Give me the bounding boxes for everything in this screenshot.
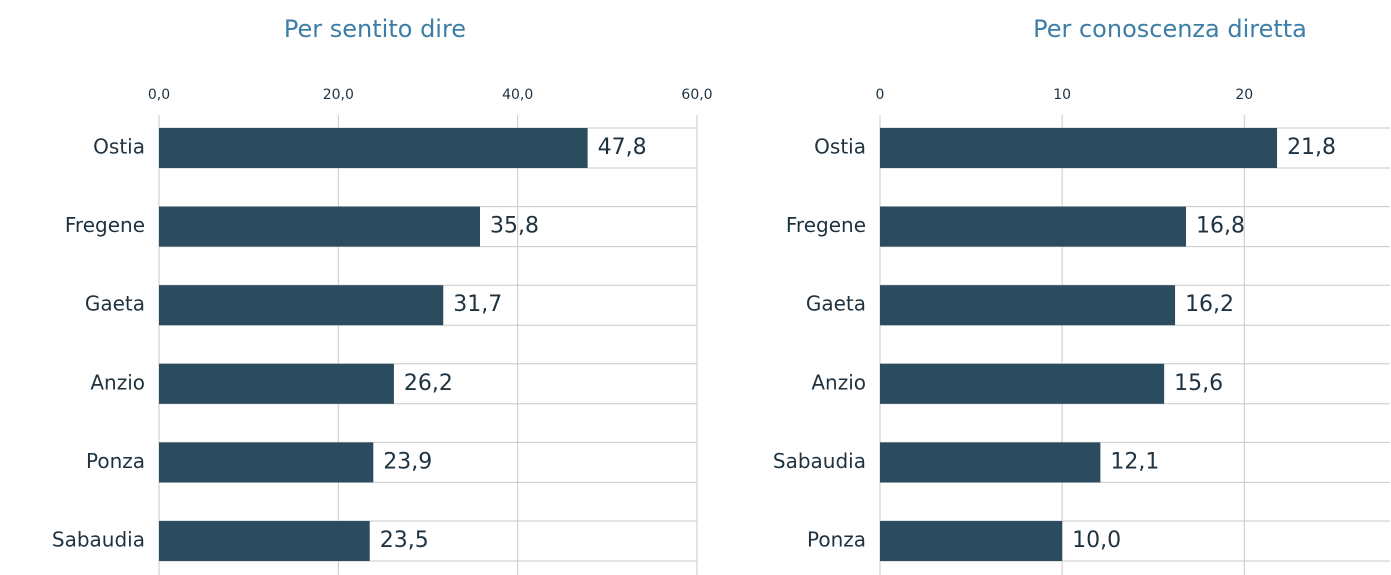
value-label: 16,8 xyxy=(1196,214,1245,239)
x-tick-label: 20 xyxy=(1235,87,1253,103)
y-tick-label: Anzio xyxy=(90,370,145,394)
y-tick-label: Anzio xyxy=(811,370,866,394)
chart-title: Per conoscenza diretta xyxy=(1033,15,1307,43)
value-label: 12,1 xyxy=(1110,449,1159,474)
y-tick-label: Ponza xyxy=(807,528,866,552)
x-tick-label: 20,0 xyxy=(323,87,354,103)
y-tick-label: Sabaudia xyxy=(52,528,145,552)
y-tick-label: Fregene xyxy=(65,213,145,237)
bar xyxy=(880,521,1063,561)
bar xyxy=(159,128,588,168)
bar xyxy=(159,206,481,247)
value-label: 21,8 xyxy=(1287,135,1336,160)
bar xyxy=(880,285,1176,326)
bar xyxy=(159,521,370,561)
bar xyxy=(159,363,394,404)
x-tick-label: 60,0 xyxy=(681,87,712,103)
y-tick-label: Ostia xyxy=(814,135,866,159)
value-label: 35,8 xyxy=(490,214,539,239)
bar xyxy=(880,442,1101,483)
bar xyxy=(159,285,444,326)
bar xyxy=(159,442,374,483)
y-tick-label: Gaeta xyxy=(85,292,145,316)
y-tick-label: Gaeta xyxy=(806,292,866,316)
bar xyxy=(880,206,1186,247)
y-tick-label: Sabaudia xyxy=(773,449,866,473)
x-tick-label: 10 xyxy=(1053,87,1071,103)
value-label: 23,5 xyxy=(380,528,429,553)
value-label: 31,7 xyxy=(453,292,502,317)
bar xyxy=(880,128,1278,168)
value-label: 23,9 xyxy=(383,449,432,474)
value-label: 15,6 xyxy=(1174,371,1223,396)
value-label: 10,0 xyxy=(1072,528,1121,553)
y-tick-label: Fregene xyxy=(786,213,866,237)
x-tick-label: 40,0 xyxy=(502,87,533,103)
x-tick-label: 0 xyxy=(876,87,885,103)
bar xyxy=(880,363,1165,404)
chart-title: Per sentito dire xyxy=(284,15,466,43)
y-tick-label: Ponza xyxy=(86,449,145,473)
x-tick-label: 0,0 xyxy=(148,87,170,103)
y-tick-label: Ostia xyxy=(93,135,145,159)
value-label: 47,8 xyxy=(598,135,647,160)
value-label: 26,2 xyxy=(404,371,453,396)
value-label: 16,2 xyxy=(1185,292,1234,317)
